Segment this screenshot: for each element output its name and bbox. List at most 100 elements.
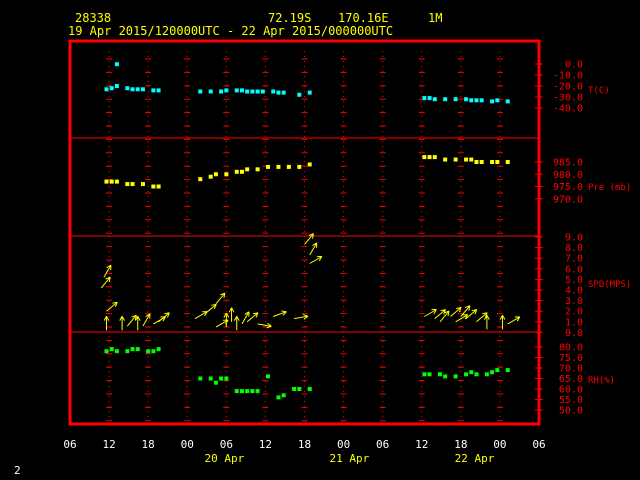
x-tick-label: 18 — [142, 438, 155, 451]
humidity-point — [219, 376, 224, 381]
y-tick-label: -40.0 — [553, 104, 583, 115]
wind-vector — [119, 316, 125, 331]
wind-vector — [134, 316, 141, 331]
pressure-point — [234, 169, 239, 174]
wind-vector — [103, 316, 110, 331]
y-tick-label: 2.0 — [565, 307, 583, 318]
temperature-point — [307, 90, 312, 95]
pressure-point — [104, 179, 109, 184]
temperature-point — [219, 89, 224, 94]
pressure-point — [427, 155, 432, 160]
temperature-point — [427, 96, 432, 101]
wind-vector — [309, 242, 318, 256]
humidity-point — [213, 380, 218, 385]
wind-vector — [293, 314, 309, 320]
pressure-point — [453, 157, 458, 162]
temperature-point — [255, 89, 260, 94]
y-tick-label: 0.0 — [565, 328, 583, 339]
temperature-point — [271, 89, 276, 94]
temperature-point — [490, 99, 495, 104]
wind-vector — [194, 311, 208, 320]
pressure-point — [224, 172, 229, 177]
wind-vector — [106, 301, 118, 312]
x-tick-label: 12 — [415, 438, 428, 451]
pressure-point — [479, 160, 484, 164]
humidity-point — [453, 374, 458, 379]
x-tick-label: 00 — [493, 438, 506, 451]
humidity-point — [281, 393, 286, 398]
wind-vector — [246, 312, 259, 323]
wind-vector — [257, 322, 272, 329]
temperature-point — [125, 86, 130, 91]
x-tick-label: 06 — [532, 438, 545, 451]
humidity-point — [234, 389, 239, 394]
wind-vector — [455, 314, 469, 323]
humidity-point — [505, 368, 510, 373]
humidity-point — [427, 372, 432, 377]
humidity-point — [146, 349, 151, 354]
temperature-point — [297, 92, 302, 97]
pressure-point — [443, 157, 448, 162]
x-tick-label: 18 — [454, 438, 467, 451]
humidity-point — [114, 349, 119, 354]
pressure-point — [213, 172, 218, 177]
y-tick-label: 3.0 — [565, 296, 583, 307]
y-tick-label: 4.0 — [565, 286, 583, 297]
temperature-point — [156, 88, 161, 93]
pressure-point — [474, 160, 479, 164]
y-tick-label: 8.0 — [565, 243, 583, 254]
humidity-point — [239, 389, 244, 394]
humidity-point — [276, 395, 281, 400]
humidity-point — [125, 349, 130, 354]
page-number: 2 — [14, 464, 21, 477]
humidity-point — [135, 347, 140, 352]
y-tick-label: 65.0 — [559, 374, 583, 385]
date-label: 22 Apr — [455, 452, 495, 465]
y-tick-label: 75.0 — [559, 353, 583, 364]
wind-vector — [309, 256, 323, 264]
humidity-point — [307, 387, 312, 391]
temperature-point — [276, 90, 281, 95]
x-tick-label: 12 — [259, 438, 272, 451]
temperature-point — [135, 87, 140, 92]
x-tick-label: 18 — [298, 438, 311, 451]
y-tick-label: 9.0 — [565, 233, 583, 244]
humidity-point — [104, 349, 109, 354]
pressure-point — [432, 155, 437, 160]
sampling-interval: 1M — [428, 11, 443, 25]
wind-vector — [100, 276, 111, 289]
pressure-point — [505, 160, 510, 164]
temperature-point — [281, 90, 286, 95]
temperature-point — [239, 88, 244, 93]
wind-vector — [205, 303, 217, 314]
wind-vector — [233, 316, 240, 331]
time-period: 19 Apr 2015/120000UTC - 22 Apr 2015/0000… — [68, 24, 394, 38]
x-tick-label: 06 — [220, 438, 233, 451]
y-tick-label: 70.0 — [559, 364, 583, 375]
pressure-point — [490, 160, 495, 164]
date-label: 20 Apr — [204, 452, 244, 465]
y-tick-label: -30.0 — [553, 93, 583, 104]
pressure-point — [239, 169, 244, 174]
panel-unit-label: RH(%) — [588, 376, 615, 386]
pressure-point — [156, 184, 161, 189]
humidity-point — [109, 347, 114, 352]
humidity-point — [208, 376, 213, 381]
date-label: 21 Apr — [330, 452, 370, 465]
humidity-point — [151, 349, 156, 354]
wind-vector — [484, 314, 490, 330]
pressure-point — [495, 160, 500, 164]
wind-vector — [223, 312, 230, 328]
temperature-point — [479, 98, 484, 103]
humidity-point — [474, 372, 479, 377]
pressure-point — [208, 174, 213, 179]
pressure-point — [422, 155, 427, 160]
wind-vector — [465, 309, 478, 320]
wind-vector — [158, 312, 170, 323]
x-tick-label: 06 — [63, 438, 76, 451]
wind-vector — [499, 314, 506, 330]
y-tick-label: 50.0 — [559, 406, 583, 417]
wind-vector — [273, 310, 287, 317]
temperature-point — [234, 88, 239, 93]
